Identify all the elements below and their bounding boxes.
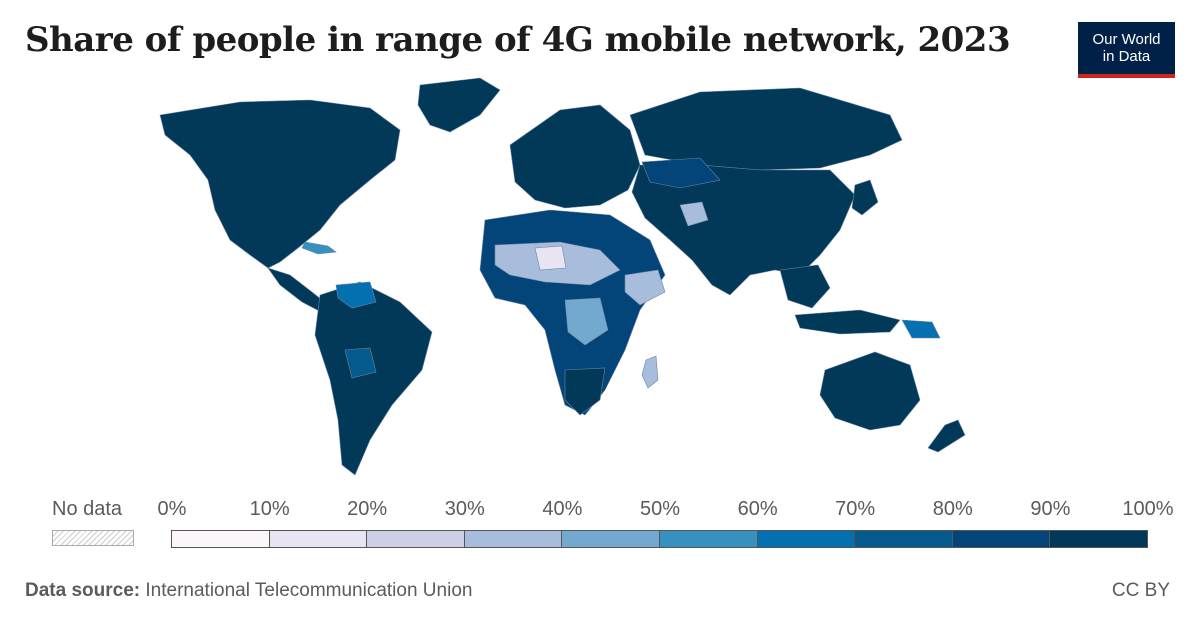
legend-tick-label: 10% [249, 498, 290, 520]
legend-bin-4[interactable] [561, 530, 660, 548]
region-madagascar[interactable] [641, 355, 659, 389]
legend-tick-label: 90% [1030, 498, 1071, 520]
legend-tick-label: 0% [157, 498, 187, 520]
region-japan[interactable] [851, 179, 879, 216]
no-data-swatch [52, 530, 134, 546]
legend-tick-label: 40% [542, 498, 583, 520]
region-new-zealand[interactable] [927, 419, 966, 453]
region-papua-new-guinea[interactable] [901, 319, 941, 339]
no-data-label: No data [52, 498, 123, 520]
legend-bin-1[interactable] [268, 530, 368, 548]
world-map[interactable] [40, 70, 1180, 485]
data-source-text: International Telecommunication Union [145, 580, 473, 601]
legend-bin-9[interactable] [1049, 530, 1148, 548]
legend-tick-label: 60% [737, 498, 778, 520]
owid-logo[interactable]: Our World in Data [1078, 22, 1175, 78]
legend-tick-label: 30% [444, 498, 485, 520]
region-venezuela[interactable] [335, 281, 377, 309]
legend-tick-label: 70% [835, 498, 876, 520]
region-niger[interactable] [534, 245, 567, 271]
legend-tick-label: 50% [639, 498, 681, 520]
page-title: Share of people in range of 4G mobile ne… [25, 20, 1011, 60]
map-legend: No data 0% 10% 20% 30% 40% 50% 60% 70% 80% 90% 100… [0, 490, 1200, 560]
license-link[interactable]: CC BY [1111, 580, 1170, 601]
region-north-asia[interactable] [629, 87, 903, 171]
region-bolivia[interactable] [344, 347, 377, 379]
region-central-africa[interactable] [564, 297, 609, 346]
legend-bins [171, 530, 1148, 548]
region-europe[interactable] [509, 104, 641, 209]
legend-bin-0[interactable] [171, 530, 270, 548]
region-south-america[interactable] [314, 281, 433, 476]
region-southern-africa[interactable] [564, 367, 606, 416]
region-caribbean[interactable] [301, 241, 337, 255]
legend-bin-3[interactable] [463, 530, 563, 548]
region-southeast-asia[interactable] [779, 264, 831, 309]
region-greenland[interactable] [417, 77, 501, 133]
region-afghanistan[interactable] [679, 201, 709, 227]
legend-bin-6[interactable] [756, 530, 856, 548]
region-horn-of-africa[interactable] [624, 269, 666, 306]
legend-tick-label: 100% [1122, 498, 1174, 520]
logo-line-1: Our World [1092, 31, 1161, 48]
region-kazakhstan[interactable] [641, 157, 721, 189]
logo-line-2: in Data [1102, 48, 1151, 65]
legend-bin-5[interactable] [658, 530, 758, 548]
data-source-label: Data source: [25, 580, 141, 601]
legend-tick-label: 80% [932, 498, 973, 520]
region-north-america[interactable] [159, 99, 401, 269]
legend-tick-label: 20% [347, 498, 388, 520]
legend-bin-8[interactable] [951, 530, 1051, 548]
region-indonesia[interactable] [794, 309, 901, 335]
legend-bin-7[interactable] [854, 530, 953, 548]
region-australia[interactable] [819, 351, 921, 431]
data-source: Data source: International Telecommunica… [25, 580, 472, 602]
legend-bin-2[interactable] [366, 530, 465, 548]
region-central-east-asia[interactable] [631, 164, 856, 296]
